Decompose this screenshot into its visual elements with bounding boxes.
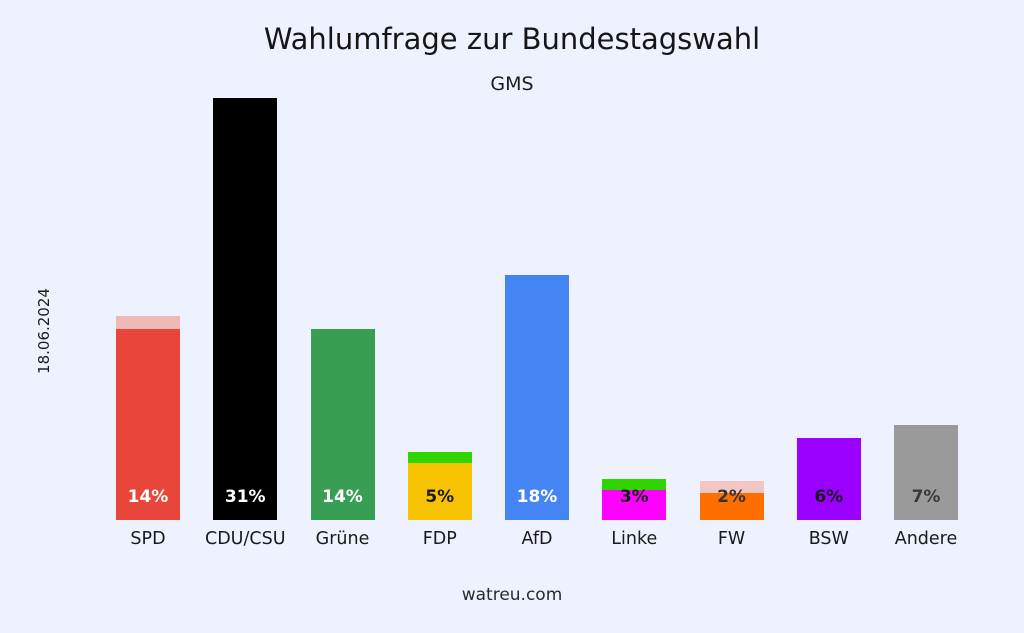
plot-area: 14% SPD 31% CDU/CSU 14% Grüne 5% FDP 18% AfD 3% Lin… xyxy=(116,90,958,549)
bar-slot-fdp: 5% FDP xyxy=(407,90,472,549)
bar-slot-fw: 2% FW xyxy=(699,90,764,549)
bar-slot-linke: 3% Linke xyxy=(602,90,667,549)
bar-change-cap-fw xyxy=(699,480,764,493)
value-label-bsw: 6% xyxy=(814,487,844,507)
value-label-spd: 14% xyxy=(127,487,169,507)
bar-gr-ne xyxy=(310,329,375,520)
category-label-linke: Linke xyxy=(611,529,658,549)
poll-date-label: 18.06.2024 xyxy=(35,288,53,374)
bar-change-cap-linke xyxy=(602,479,667,491)
category-label-fw: FW xyxy=(717,529,746,549)
category-label-spd: SPD xyxy=(130,529,166,549)
bar-afd xyxy=(505,275,569,520)
bar-spd xyxy=(116,315,180,520)
category-label-gr-ne: Grüne xyxy=(315,529,370,549)
bar-slot-cdu-csu: 31% CDU/CSU xyxy=(205,90,286,549)
bar-change-cap-fdp xyxy=(407,451,472,463)
bar-andere xyxy=(894,424,958,520)
value-label-afd: 18% xyxy=(516,487,558,507)
value-label-linke: 3% xyxy=(619,487,649,507)
value-label-fw: 2% xyxy=(717,487,746,507)
category-label-afd: AfD xyxy=(521,529,553,549)
bar-linke xyxy=(602,479,667,520)
value-label-gr-ne: 14% xyxy=(322,487,363,507)
bar-fdp xyxy=(407,451,472,520)
chart-subtitle: GMS xyxy=(490,73,534,95)
chart-title: Wahlumfrage zur Bundestagswahl xyxy=(263,22,761,56)
bar-slot-spd: 14% SPD xyxy=(116,90,180,549)
category-label-fdp: FDP xyxy=(422,529,457,549)
bar-change-cap-spd xyxy=(116,315,180,330)
category-label-bsw: BSW xyxy=(808,529,849,549)
bar-slot-bsw: 6% BSW xyxy=(796,90,861,549)
bar-fw xyxy=(699,480,764,520)
value-label-fdp: 5% xyxy=(425,487,455,507)
bar-slot-andere: 7% Andere xyxy=(894,90,958,549)
bar-cdu-csu xyxy=(213,98,278,520)
category-label-cdu-csu: CDU/CSU xyxy=(204,529,286,549)
value-label-cdu-csu: 31% xyxy=(224,487,266,507)
bar-slot-afd: 18% AfD xyxy=(505,90,569,549)
source-label: watreu.com xyxy=(461,585,563,605)
bar-slot-gr-ne: 14% Grüne xyxy=(310,90,375,549)
value-label-andere: 7% xyxy=(911,487,941,507)
bar-bsw xyxy=(796,438,861,520)
category-label-andere: Andere xyxy=(894,529,958,549)
